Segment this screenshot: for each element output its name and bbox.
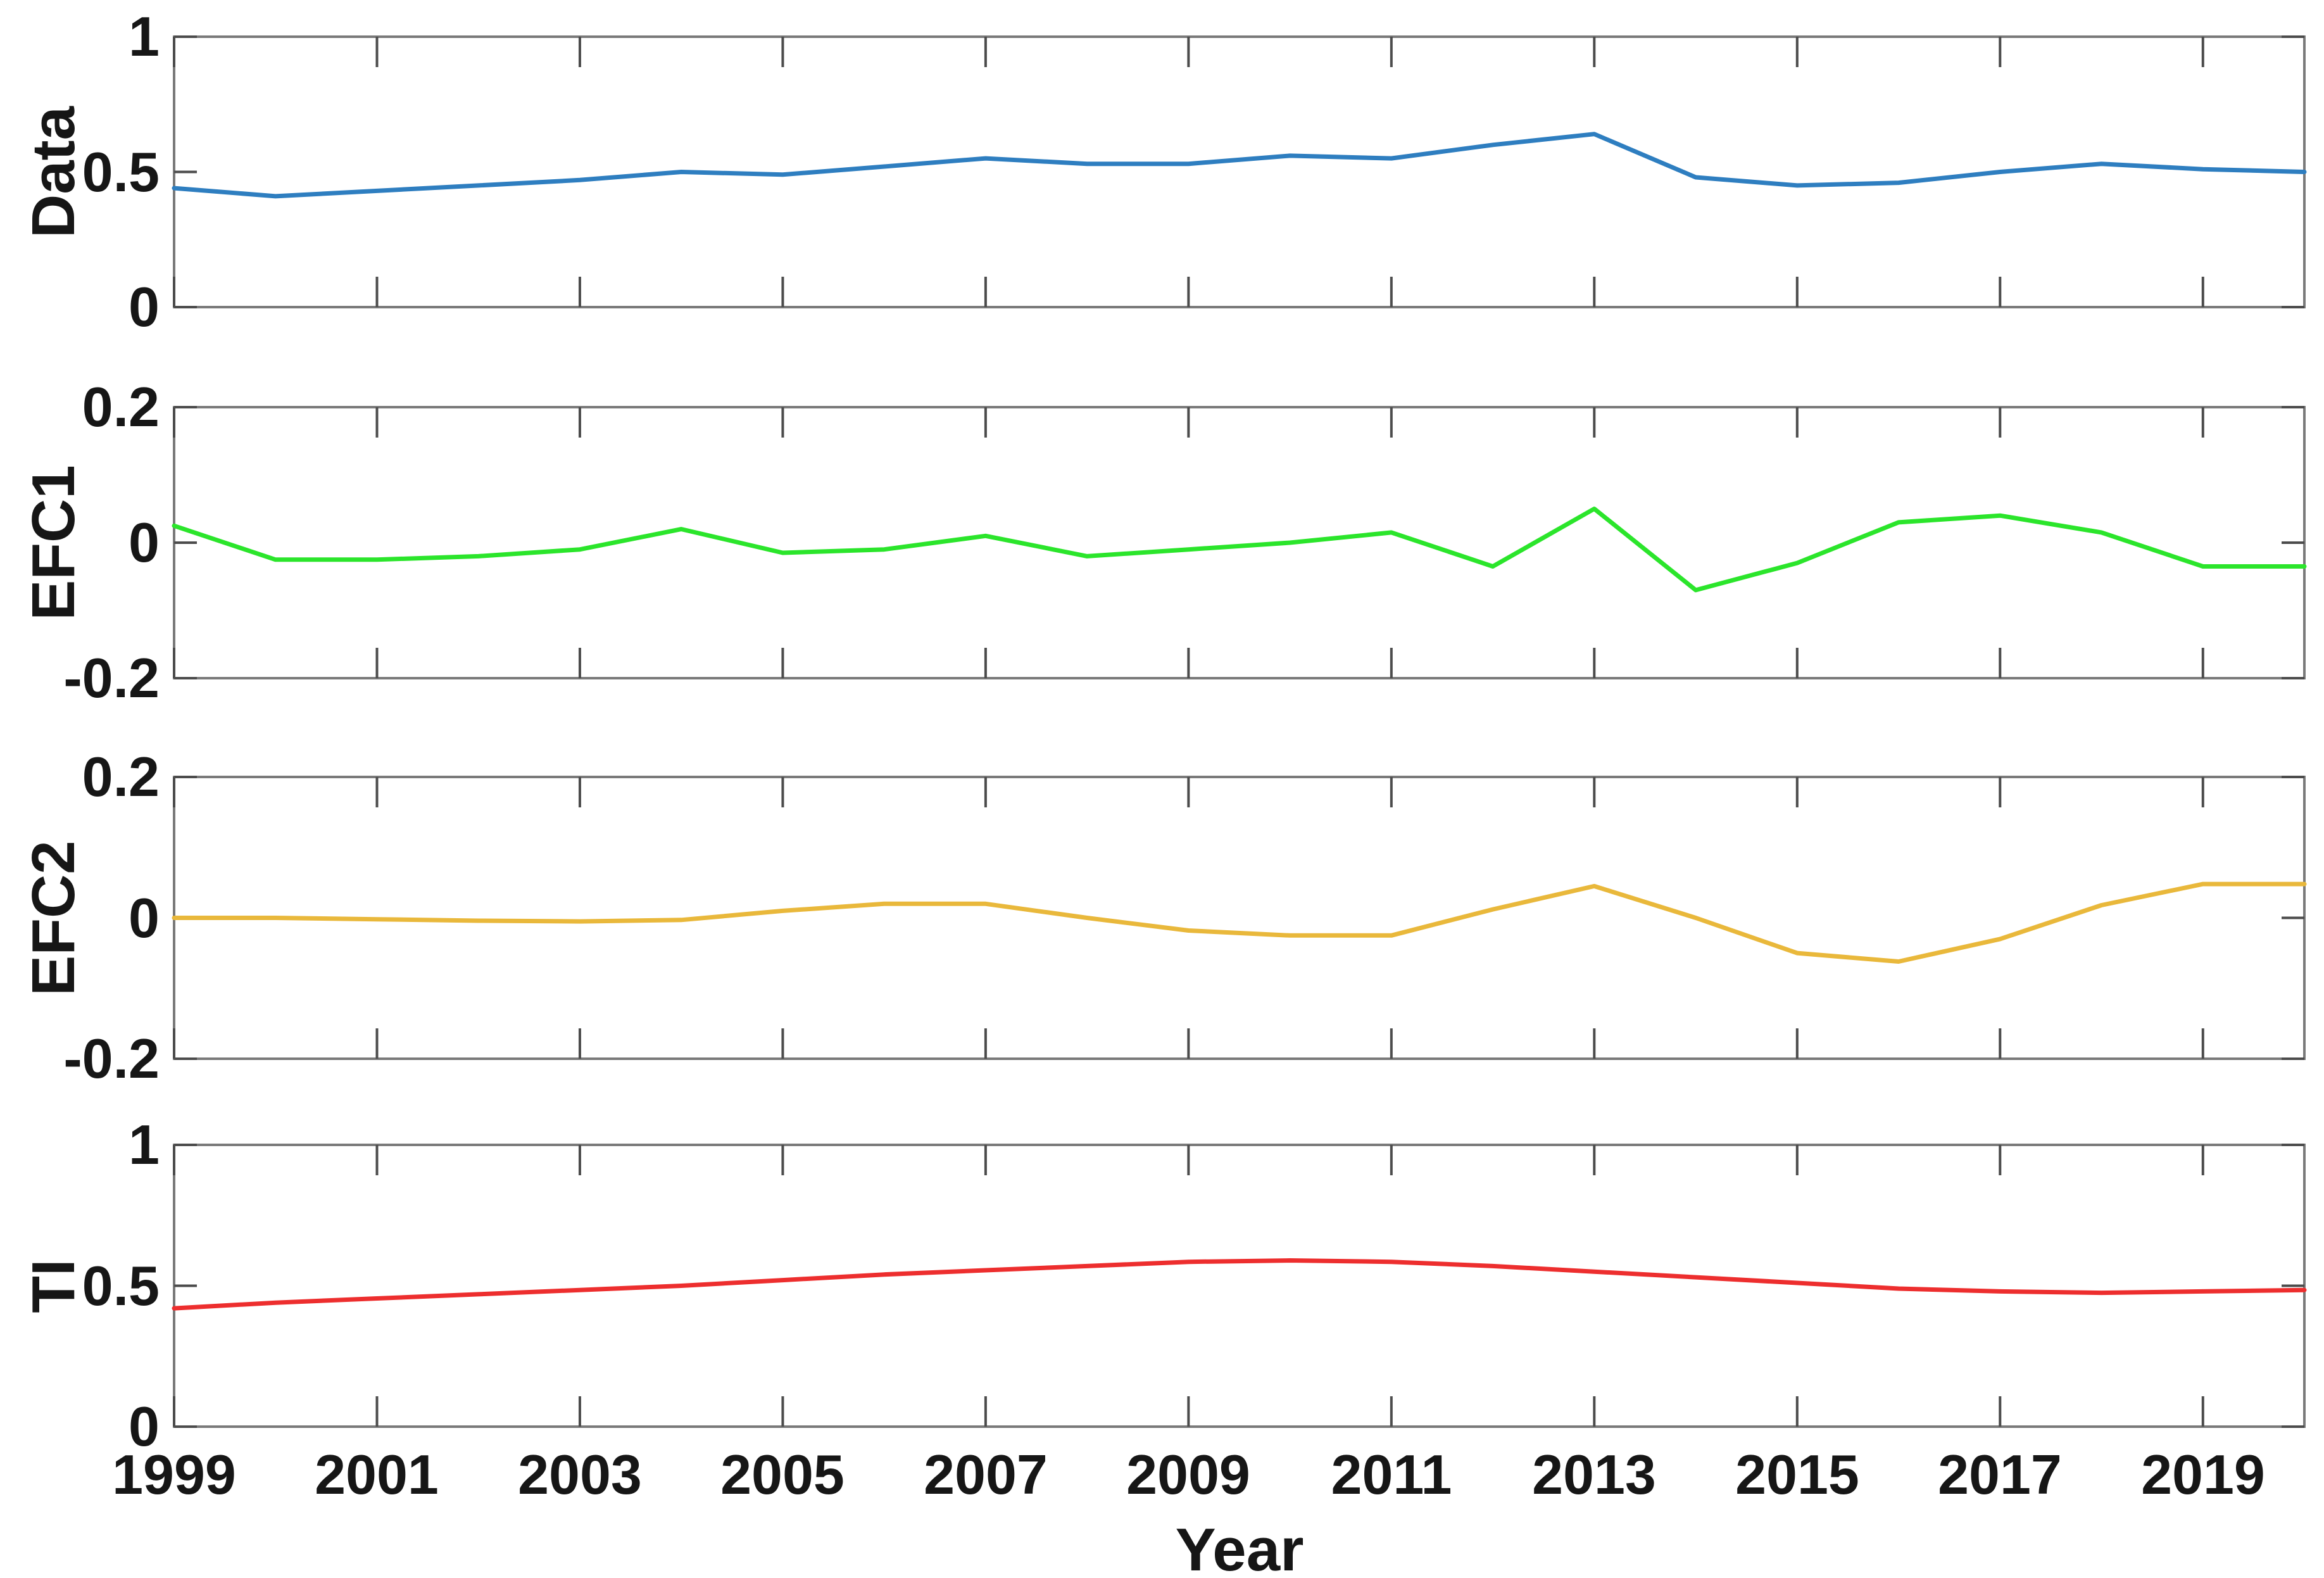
x-tick-label: 2011 xyxy=(1331,1443,1452,1506)
panel-data xyxy=(172,35,2307,308)
series-line-ti xyxy=(172,1258,2307,1311)
plot-area-ti xyxy=(172,1144,2307,1428)
x-tick-label: 2003 xyxy=(518,1443,642,1506)
y-tick-label: 0.2 xyxy=(82,376,160,438)
series-line-efc2 xyxy=(172,881,2307,964)
series-line-efc1 xyxy=(172,507,2307,593)
y-tick-label: -0.2 xyxy=(63,1027,160,1090)
y-tick-label: 1 xyxy=(129,5,160,68)
y-tick-label: 0 xyxy=(129,275,160,338)
axis-box xyxy=(173,1144,2306,1428)
y-tick-label: -0.2 xyxy=(63,647,160,709)
y-axis-label-efc1: EFC1 xyxy=(20,465,87,621)
plot-area-efc2 xyxy=(172,776,2307,1060)
y-tick-label: 0.5 xyxy=(82,1254,160,1317)
x-tick-label: 2017 xyxy=(1938,1443,2062,1506)
y-tick-label: 0.2 xyxy=(82,745,160,808)
y-tick-label: 1 xyxy=(129,1113,160,1176)
panel-efc1 xyxy=(172,406,2307,679)
x-tick-label: 2005 xyxy=(720,1443,845,1506)
axis-box xyxy=(173,406,2306,679)
x-tick-label: 2001 xyxy=(315,1443,439,1506)
series-line-data xyxy=(172,132,2307,199)
y-tick-label: 0 xyxy=(129,887,160,949)
y-tick-label: 0 xyxy=(129,1395,160,1458)
plot-area-data xyxy=(172,35,2307,308)
x-tick-label: 2009 xyxy=(1126,1443,1250,1506)
y-axis-label-efc2: EFC2 xyxy=(20,840,87,996)
x-axis-title: Year xyxy=(1175,1516,1304,1578)
y-tick-label: 0 xyxy=(129,511,160,574)
y-axis-label-data: Data xyxy=(20,106,87,239)
y-tick-label: 0.5 xyxy=(82,141,160,203)
x-tick-label: 2019 xyxy=(2141,1443,2265,1506)
panel-ti xyxy=(172,1144,2307,1428)
panel-efc2 xyxy=(172,776,2307,1060)
axis-box xyxy=(173,776,2306,1060)
y-axis-label-ti: TI xyxy=(20,1259,87,1313)
plot-area-efc1 xyxy=(172,406,2307,679)
x-tick-label: 2015 xyxy=(1735,1443,1859,1506)
x-tick-label: 2013 xyxy=(1532,1443,1656,1506)
x-tick-label: 1999 xyxy=(112,1443,236,1506)
x-tick-label: 2007 xyxy=(924,1443,1048,1506)
